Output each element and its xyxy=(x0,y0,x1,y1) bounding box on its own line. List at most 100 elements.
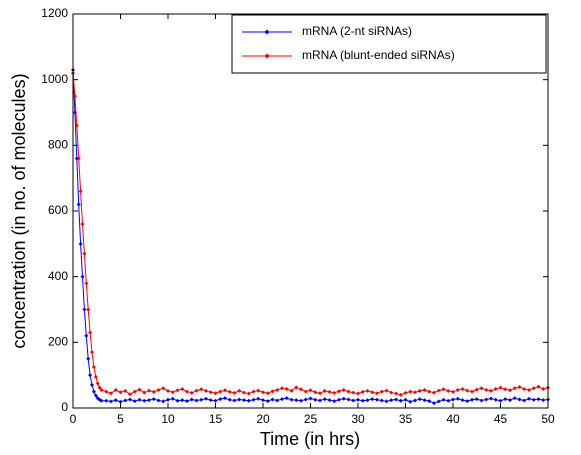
data-point xyxy=(422,398,427,403)
data-point xyxy=(422,387,427,392)
data-point xyxy=(303,389,308,394)
data-point xyxy=(417,388,422,393)
x-tick-label: 25 xyxy=(304,412,318,426)
data-point xyxy=(474,387,479,392)
data-point xyxy=(147,398,151,403)
data-point xyxy=(261,390,265,395)
data-point xyxy=(299,387,303,392)
data-point xyxy=(299,398,303,403)
data-point xyxy=(308,388,313,393)
y-tick-label: 200 xyxy=(48,335,68,349)
data-point xyxy=(489,396,493,401)
data-point xyxy=(199,387,204,392)
data-point xyxy=(93,374,98,379)
data-point xyxy=(479,398,484,403)
y-tick-label: 0 xyxy=(61,400,68,414)
data-point xyxy=(432,401,436,406)
data-point xyxy=(132,389,137,394)
data-point xyxy=(460,386,465,391)
data-point xyxy=(356,397,360,402)
data-point xyxy=(213,391,218,396)
data-point xyxy=(303,397,308,402)
x-tick-label: 40 xyxy=(446,412,460,426)
data-point xyxy=(341,387,346,392)
data-point xyxy=(322,397,327,402)
data-point xyxy=(432,390,436,395)
data-point xyxy=(470,397,474,402)
data-point xyxy=(132,399,137,404)
data-point xyxy=(80,222,85,227)
data-point xyxy=(531,397,536,402)
data-point xyxy=(313,397,318,402)
data-point xyxy=(72,94,77,99)
data-point xyxy=(370,397,375,402)
data-point xyxy=(242,398,246,403)
data-point xyxy=(95,381,100,386)
data-point xyxy=(208,398,213,403)
data-point xyxy=(517,397,522,402)
data-point xyxy=(484,397,489,402)
data-point xyxy=(86,356,91,361)
y-tick-label: 800 xyxy=(48,138,68,152)
y-tick-label: 600 xyxy=(48,203,68,217)
data-point xyxy=(189,397,194,402)
legend-label: mRNA (blunt-ended siRNAs) xyxy=(302,48,455,62)
data-point xyxy=(109,391,113,396)
data-point xyxy=(142,398,147,403)
data-point xyxy=(204,388,208,393)
data-point xyxy=(82,307,87,312)
data-point xyxy=(503,397,508,402)
data-point xyxy=(180,386,185,391)
data-point xyxy=(175,388,180,393)
data-point xyxy=(256,388,261,393)
data-point xyxy=(104,398,109,403)
data-point xyxy=(246,398,251,403)
data-point xyxy=(356,391,360,396)
data-point xyxy=(166,397,170,402)
x-axis-label: Time (in hrs) xyxy=(260,429,360,449)
data-point xyxy=(351,390,356,395)
data-point xyxy=(398,392,403,397)
data-point xyxy=(479,386,484,391)
data-point xyxy=(137,397,142,402)
data-point xyxy=(76,156,81,161)
data-point xyxy=(232,390,237,395)
data-point xyxy=(498,385,503,390)
data-point xyxy=(417,397,422,402)
data-point xyxy=(436,388,441,393)
data-point xyxy=(341,396,346,401)
data-point xyxy=(218,389,223,394)
data-point xyxy=(270,389,275,394)
data-point xyxy=(227,389,232,394)
x-tick-label: 20 xyxy=(256,412,270,426)
data-point xyxy=(151,397,156,402)
legend-label: mRNA (2-nt siRNAs) xyxy=(302,24,412,38)
data-point xyxy=(284,396,289,401)
data-point xyxy=(474,397,479,402)
data-point xyxy=(128,392,132,397)
data-point xyxy=(170,396,175,401)
data-point xyxy=(503,387,508,392)
data-point xyxy=(185,389,189,394)
data-point xyxy=(151,389,156,394)
data-point xyxy=(227,397,232,402)
data-point xyxy=(251,397,256,402)
data-point xyxy=(403,397,408,402)
data-point xyxy=(384,388,389,393)
data-point xyxy=(261,398,265,403)
data-point xyxy=(451,389,455,394)
data-point xyxy=(123,398,128,403)
data-point xyxy=(351,398,356,403)
data-point xyxy=(446,398,451,403)
data-point xyxy=(84,333,89,338)
x-tick-label: 50 xyxy=(541,412,555,426)
data-point xyxy=(78,241,83,246)
data-point xyxy=(408,389,413,394)
data-point xyxy=(113,387,118,392)
data-point xyxy=(465,399,470,404)
data-point xyxy=(346,389,351,394)
x-tick-label: 10 xyxy=(161,412,175,426)
data-point xyxy=(522,386,527,391)
data-point xyxy=(484,387,489,392)
